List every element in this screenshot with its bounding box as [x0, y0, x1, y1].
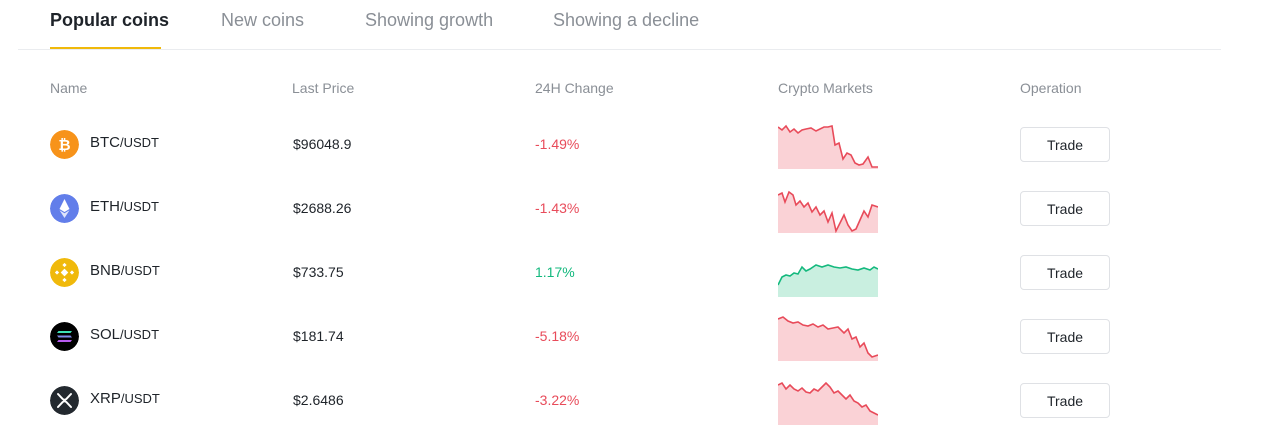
change-24h: -1.43%: [535, 200, 580, 216]
column-header-operation: Operation: [1020, 80, 1082, 96]
coin-pair: BTC/USDT: [90, 134, 159, 151]
last-price: $733.75: [293, 264, 344, 280]
trade-button[interactable]: Trade: [1020, 319, 1110, 354]
category-tabs: Popular coins New coins Showing growth S…: [0, 0, 1263, 50]
bitcoin-icon: ₿: [50, 130, 79, 159]
trade-button[interactable]: Trade: [1020, 127, 1110, 162]
column-header-crypto-markets: Crypto Markets: [778, 80, 873, 96]
xrp-icon: [50, 386, 79, 415]
coin-pair: ETH/USDT: [90, 198, 159, 215]
sparkline-chart: [778, 316, 878, 361]
tab-showing-growth[interactable]: Showing growth: [365, 10, 494, 30]
table-row[interactable]: ₿ BTC/USDT $96048.9 -1.49% Trade: [0, 113, 1263, 177]
last-price: $181.74: [293, 328, 344, 344]
sparkline-chart: [778, 124, 878, 169]
tab-new-coins[interactable]: New coins: [221, 10, 305, 30]
svg-text:₿: ₿: [58, 136, 70, 154]
sparkline-chart: [778, 264, 878, 297]
last-price: $96048.9: [293, 136, 352, 152]
table-row[interactable]: BNB/USDT $733.75 1.17% Trade: [0, 241, 1263, 305]
column-header-name: Name: [50, 80, 88, 96]
table-row[interactable]: ETH/USDT $2688.26 -1.43% Trade: [0, 177, 1263, 241]
change-24h: -5.18%: [535, 328, 580, 344]
tabs-divider: [18, 49, 1221, 50]
trade-button[interactable]: Trade: [1020, 191, 1110, 226]
last-price: $2688.26: [293, 200, 352, 216]
coin-pair: XRP/USDT: [90, 390, 160, 407]
column-header-24h-change: 24H Change: [535, 80, 614, 96]
tab-showing-decline[interactable]: Showing a decline: [553, 10, 700, 30]
coin-pair: SOL/USDT: [90, 326, 160, 343]
active-tab-indicator: [50, 47, 161, 49]
coin-pair: BNB/USDT: [90, 262, 160, 279]
tab-popular-coins[interactable]: Popular coins: [50, 10, 170, 30]
column-header-last-price: Last Price: [292, 80, 355, 96]
change-24h: -1.49%: [535, 136, 580, 152]
table-row[interactable]: SOL/USDT $181.74 -5.18% Trade: [0, 305, 1263, 369]
trade-button[interactable]: Trade: [1020, 255, 1110, 290]
trade-button[interactable]: Trade: [1020, 383, 1110, 418]
solana-icon: [50, 322, 79, 351]
sparkline-chart: [778, 190, 878, 233]
change-24h: 1.17%: [535, 264, 575, 280]
bnb-icon: [50, 258, 79, 287]
last-price: $2.6486: [293, 392, 344, 408]
sparkline-chart: [778, 381, 878, 425]
ethereum-icon: [50, 194, 79, 223]
change-24h: -3.22%: [535, 392, 580, 408]
table-row[interactable]: XRP/USDT $2.6486 -3.22% Trade: [0, 369, 1263, 426]
